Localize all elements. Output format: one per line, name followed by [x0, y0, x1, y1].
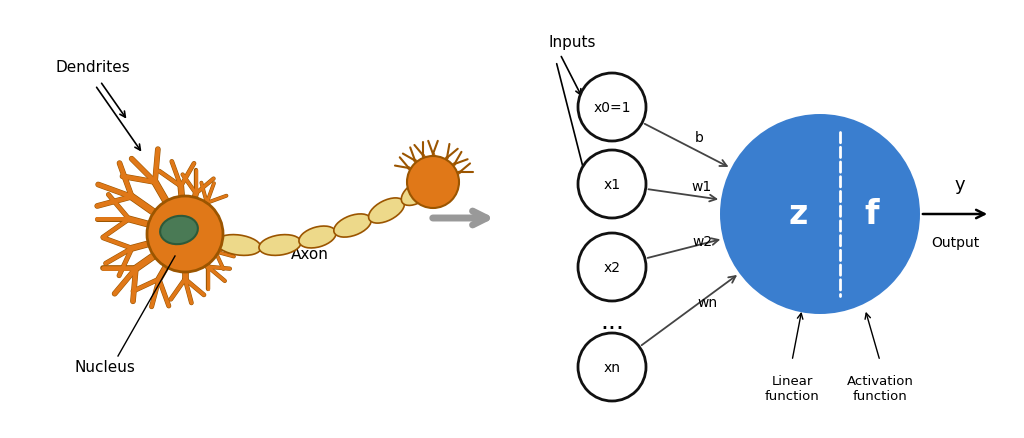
Circle shape: [578, 233, 646, 301]
Text: Axon: Axon: [291, 247, 329, 262]
Text: x0=1: x0=1: [593, 101, 631, 115]
Text: xn: xn: [603, 360, 621, 374]
Text: ...: ...: [600, 309, 624, 333]
Text: wn: wn: [697, 295, 718, 309]
Circle shape: [147, 197, 223, 272]
Ellipse shape: [216, 235, 261, 256]
Circle shape: [578, 151, 646, 219]
Ellipse shape: [334, 215, 372, 237]
Ellipse shape: [299, 226, 336, 248]
Text: w2: w2: [692, 234, 712, 248]
Text: x1: x1: [603, 177, 621, 191]
Ellipse shape: [401, 179, 435, 206]
Circle shape: [578, 74, 646, 141]
Ellipse shape: [369, 198, 404, 223]
Text: x2: x2: [603, 261, 621, 274]
Text: Dendrites: Dendrites: [55, 60, 130, 75]
Text: z: z: [788, 198, 808, 231]
Circle shape: [578, 333, 646, 401]
Text: f: f: [864, 198, 880, 231]
Text: Linear
function: Linear function: [765, 374, 819, 402]
Text: w1: w1: [691, 180, 712, 194]
Text: Activation
function: Activation function: [847, 374, 913, 402]
Circle shape: [407, 157, 459, 208]
Ellipse shape: [259, 235, 301, 256]
Text: y: y: [954, 176, 966, 194]
Text: Nucleus: Nucleus: [75, 360, 135, 374]
Ellipse shape: [160, 216, 198, 244]
Circle shape: [720, 115, 920, 314]
Text: Output: Output: [931, 236, 979, 249]
Text: b: b: [694, 131, 703, 145]
Text: Inputs: Inputs: [548, 35, 596, 49]
